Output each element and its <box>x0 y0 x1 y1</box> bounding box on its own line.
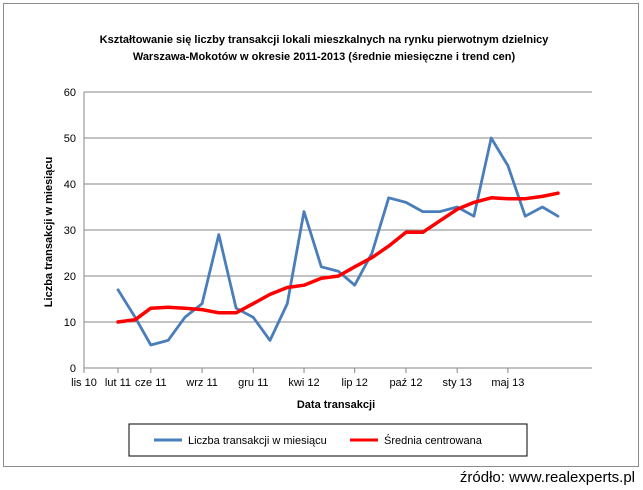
legend: Liczba transakcji w miesiącu Średnia cen… <box>128 423 528 457</box>
y-axis-title: Liczba transakcji w miesiącu <box>43 157 55 307</box>
x-tick-label: lut 11 <box>105 377 131 389</box>
y-tick-label: 40 <box>64 179 76 191</box>
series-lines <box>116 136 560 347</box>
y-tick-label: 30 <box>64 225 76 237</box>
chart-title-line-1: Kształtowanie się liczby transakcji loka… <box>100 34 550 46</box>
gridlines <box>84 91 592 323</box>
x-tick-labels: lis 10 lut 11 cze 11 wrz 11 gru 11 kwi 12 lip … <box>71 377 524 389</box>
x-tick-label: cze 11 <box>135 377 167 389</box>
source-credit: źródło: www.realexperts.pl <box>459 469 635 486</box>
legend-label-series-1: Liczba transakcji w miesiącu <box>188 435 327 447</box>
y-tick-label: 50 <box>64 133 76 145</box>
x-tick-label: lip 12 <box>342 377 368 389</box>
series-line-1 <box>116 136 560 347</box>
series-line-2 <box>116 191 560 324</box>
y-tick-label: 20 <box>64 271 76 283</box>
y-tick-label: 60 <box>64 87 76 99</box>
y-tick-label: 10 <box>64 317 76 329</box>
x-tick-label: gru 11 <box>238 377 268 389</box>
x-tick-label: maj 13 <box>491 377 524 389</box>
x-tick-label: wrz 11 <box>185 377 218 389</box>
y-tick-labels: 0 10 20 30 40 50 60 <box>64 87 76 375</box>
x-axis-title: Data transakcji <box>297 399 375 411</box>
chart-frame: Kształtowanie się liczby transakcji loka… <box>3 3 639 467</box>
x-tick-label: kwi 12 <box>288 377 319 389</box>
legend-box <box>128 423 528 457</box>
y-tick-label: 0 <box>70 363 76 375</box>
x-tick-label: sty 13 <box>443 377 472 389</box>
axes <box>83 92 592 373</box>
x-tick-label: paź 12 <box>389 377 422 389</box>
legend-label-series-2: Średnia centrowana <box>384 434 483 447</box>
x-tick-label: lis 10 <box>71 377 97 389</box>
chart-title-line-2: Warszawa-Mokotów w okresie 2011-2013 (śr… <box>133 51 516 63</box>
line-chart: Kształtowanie się liczby transakcji loka… <box>43 34 592 457</box>
